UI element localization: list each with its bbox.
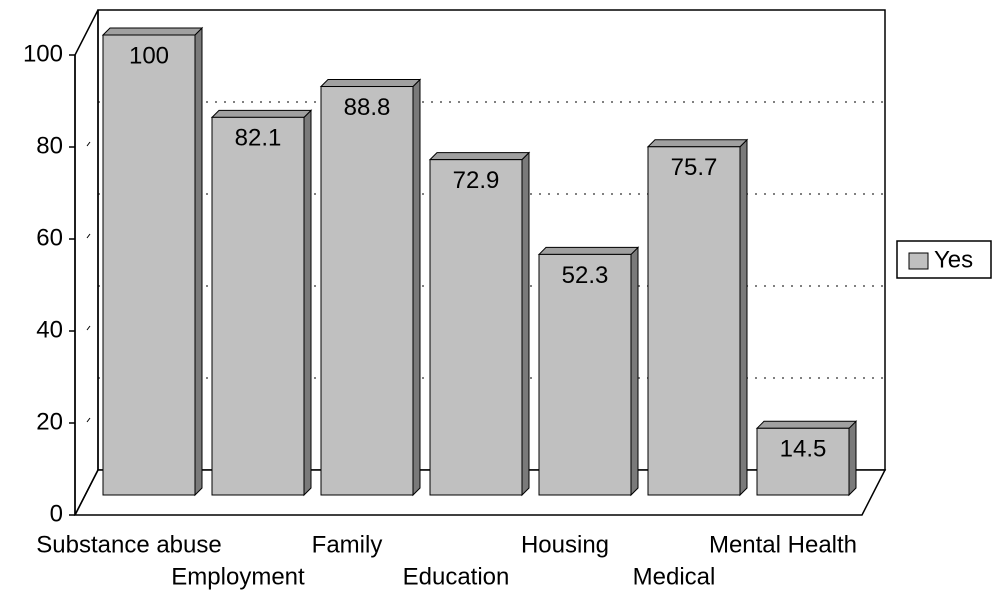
y-tick-label: 100: [23, 40, 63, 67]
bar-top: [428, 152, 531, 161]
bar: [102, 34, 196, 496]
bar: [538, 253, 632, 496]
bar-top: [755, 420, 858, 429]
bar-side: [521, 151, 530, 497]
bar-top: [537, 246, 640, 255]
bar: [211, 116, 305, 496]
bar: [647, 146, 741, 496]
value-label: 72.9: [453, 167, 500, 194]
side-grid-line: [86, 417, 91, 423]
side-grid-line: [86, 141, 91, 147]
side-grid-line: [86, 233, 91, 239]
value-label: 75.7: [671, 154, 718, 181]
bar: [756, 427, 850, 496]
x-tick-label: Mental Health: [709, 531, 857, 558]
bar: [429, 159, 523, 496]
x-tick-label: Housing: [521, 531, 609, 558]
bar-top: [319, 79, 422, 88]
value-label: 82.1: [235, 125, 282, 152]
y-tick-label: 20: [36, 408, 63, 435]
bar-top: [101, 27, 204, 36]
x-tick-label: Education: [403, 563, 510, 590]
bar-side: [303, 109, 312, 497]
value-label: 14.5: [780, 436, 827, 463]
y-tick-label: 0: [50, 500, 63, 527]
legend-label: Yes: [934, 246, 973, 273]
bar-side: [848, 420, 857, 497]
x-tick-label: Employment: [171, 563, 305, 590]
bar-side: [630, 246, 639, 497]
value-label: 52.3: [562, 262, 609, 289]
y-tick-label: 80: [36, 132, 63, 159]
x-tick-label: Substance abuse: [36, 531, 221, 558]
bar-side: [739, 138, 748, 497]
legend-swatch: [908, 252, 929, 270]
x-tick-label: Family: [312, 531, 383, 558]
bar-side: [412, 78, 421, 497]
value-label: 88.8: [344, 94, 391, 121]
y-tick-label: 40: [36, 316, 63, 343]
side-grid-line: [86, 325, 91, 331]
bar: [320, 86, 414, 496]
bar-top: [646, 139, 749, 148]
bar-side: [194, 26, 203, 497]
y-tick-label: 60: [36, 224, 63, 251]
side-wall: [74, 9, 99, 516]
bar-top: [210, 109, 313, 118]
value-label: 100: [129, 42, 169, 69]
x-tick-label: Medical: [633, 563, 716, 590]
